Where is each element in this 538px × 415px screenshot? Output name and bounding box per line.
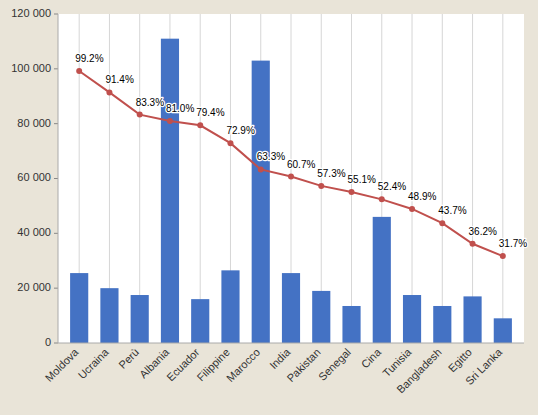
x-tick-label: Pakistan bbox=[284, 346, 322, 384]
data-label: 72.9% bbox=[226, 125, 254, 136]
line-marker bbox=[106, 89, 112, 95]
bar bbox=[252, 61, 270, 343]
y-tick bbox=[54, 68, 58, 69]
line-series bbox=[76, 68, 506, 259]
x-tick-label: Egitto bbox=[446, 346, 474, 374]
grid-line bbox=[472, 14, 473, 343]
bar bbox=[282, 273, 300, 343]
x-tick-label: Perù bbox=[116, 346, 141, 371]
data-label: 91.4% bbox=[105, 74, 133, 85]
y-tick-label: 60 000 bbox=[17, 171, 51, 183]
y-tick-label: 100 000 bbox=[11, 62, 51, 74]
line-marker bbox=[258, 166, 264, 172]
grid-line bbox=[442, 14, 443, 343]
bar bbox=[161, 39, 179, 343]
x-axis: MoldovaUcrainaPerùAlbaniaEcuadorFilippin… bbox=[43, 345, 505, 395]
bar bbox=[312, 291, 330, 343]
chart: 0 20 000 40 000 60 000 80 000 100 000 120 000 9… bbox=[0, 0, 538, 415]
line-marker bbox=[197, 122, 203, 128]
line-marker bbox=[409, 206, 415, 212]
x-tick-label: Marocco bbox=[224, 346, 262, 384]
line-marker bbox=[167, 118, 173, 124]
y-tick-label: 120 000 bbox=[11, 7, 51, 19]
grid-line bbox=[412, 14, 413, 343]
bar bbox=[342, 306, 360, 343]
y-tick-label: 80 000 bbox=[17, 117, 51, 129]
line-marker bbox=[76, 68, 82, 74]
line-marker bbox=[227, 140, 233, 146]
y-tick bbox=[54, 233, 58, 234]
data-label: 36.2% bbox=[469, 226, 497, 237]
plot-background bbox=[58, 14, 524, 343]
line-marker bbox=[379, 196, 385, 202]
data-label: 99.2% bbox=[75, 53, 103, 64]
grid-line bbox=[139, 14, 140, 343]
line bbox=[79, 71, 503, 256]
x-tick-label: Moldova bbox=[43, 345, 82, 384]
data-label: 43.7% bbox=[438, 205, 466, 216]
line-marker bbox=[470, 241, 476, 247]
data-label: 52.4% bbox=[378, 181, 406, 192]
x-tick-label: Bangladesh bbox=[394, 346, 444, 396]
y-tick-label: 40 000 bbox=[17, 226, 51, 238]
line-marker bbox=[349, 189, 355, 195]
bar-series bbox=[70, 39, 512, 343]
x-axis-line bbox=[58, 343, 524, 344]
bar bbox=[433, 306, 451, 343]
y-tick bbox=[54, 178, 58, 179]
grid-line bbox=[502, 14, 503, 343]
line-marker bbox=[137, 112, 143, 118]
grid-line bbox=[200, 14, 201, 343]
data-label: 55.1% bbox=[348, 174, 376, 185]
line-marker bbox=[318, 183, 324, 189]
y-tick bbox=[54, 14, 58, 15]
data-label: 31.7% bbox=[499, 238, 527, 249]
x-tick-label: India bbox=[267, 345, 293, 371]
data-label: 60.7% bbox=[287, 159, 315, 170]
y-tick-label: 20 000 bbox=[17, 281, 51, 293]
y-axis-line bbox=[58, 14, 59, 343]
bar bbox=[191, 299, 209, 343]
chart-container: 0 20 000 40 000 60 000 80 000 100 000 120 000 9… bbox=[0, 0, 538, 415]
y-tick bbox=[54, 288, 58, 289]
y-tick-label: 0 bbox=[45, 336, 51, 348]
bar bbox=[221, 270, 239, 343]
bar bbox=[100, 288, 118, 343]
bar bbox=[131, 295, 149, 343]
marks bbox=[70, 39, 512, 343]
line-marker bbox=[500, 253, 506, 259]
bar bbox=[463, 296, 481, 343]
data-label: 63.3% bbox=[257, 151, 285, 162]
bar bbox=[373, 217, 391, 343]
x-tick-label: Senegal bbox=[316, 346, 353, 383]
x-tick-label: Cina bbox=[359, 345, 384, 370]
data-labels: 99.2%91.4% 83.3%81.0%79.4%72.9% 63.3%60.7%… bbox=[75, 53, 527, 249]
data-label: 48.9% bbox=[408, 191, 436, 202]
data-label: 57.3% bbox=[317, 168, 345, 179]
data-label: 83.3% bbox=[136, 97, 164, 108]
y-tick bbox=[54, 343, 58, 344]
grid bbox=[79, 14, 503, 343]
x-tick-label: Sri Lanka bbox=[463, 345, 505, 387]
bar bbox=[70, 273, 88, 343]
x-tick-label: Ucraina bbox=[76, 345, 112, 381]
data-label: 79.4% bbox=[196, 107, 224, 118]
bar bbox=[494, 318, 512, 343]
line-marker bbox=[439, 220, 445, 226]
y-axis: 0 20 000 40 000 60 000 80 000 100 000 120 000 bbox=[11, 7, 58, 348]
data-label: 81.0% bbox=[166, 103, 194, 114]
y-tick bbox=[54, 123, 58, 124]
bar bbox=[403, 295, 421, 343]
line-marker bbox=[288, 174, 294, 180]
